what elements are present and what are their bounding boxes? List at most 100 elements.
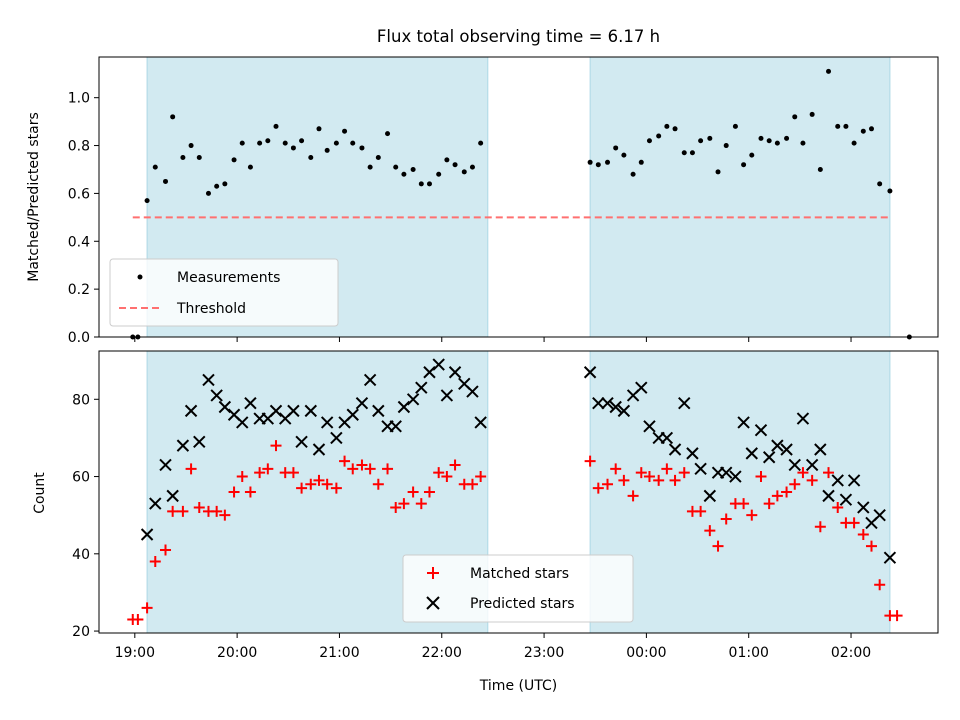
y-tick-label: 0.0 bbox=[68, 330, 90, 346]
measurement-point bbox=[299, 138, 305, 144]
matched-star-point bbox=[254, 467, 266, 479]
predicted-star-point bbox=[363, 373, 377, 387]
matched-star-point bbox=[160, 544, 172, 556]
matched-star-point bbox=[592, 482, 604, 494]
predicted-star-point bbox=[432, 358, 445, 371]
y-tick-label: 80 bbox=[72, 392, 90, 408]
measurement-point bbox=[681, 150, 687, 156]
predicted-star-point bbox=[592, 396, 605, 410]
matched-star-point bbox=[865, 540, 877, 552]
measurement-point bbox=[732, 123, 738, 129]
matched-star-point bbox=[313, 474, 325, 486]
x-tick-label: 00:00 bbox=[626, 645, 666, 661]
predicted-star-point bbox=[643, 420, 656, 433]
matched-star-point bbox=[738, 498, 750, 510]
y-axis-ticks-bottom: 20 40 60 80 bbox=[72, 392, 99, 640]
chart-title: Flux total observing time = 6.17 h bbox=[377, 27, 660, 46]
matched-star-point bbox=[678, 467, 690, 479]
matched-star-point bbox=[771, 490, 783, 502]
measurement-point bbox=[877, 181, 883, 187]
measurement-point bbox=[350, 140, 356, 146]
measurement-point bbox=[707, 135, 713, 141]
matched-star-point bbox=[797, 467, 809, 479]
matched-star-point bbox=[584, 455, 596, 467]
x-tick-label: 21:00 bbox=[319, 645, 359, 661]
measurement-point bbox=[205, 190, 211, 196]
predicted-star-point bbox=[609, 400, 622, 414]
predicted-star-point bbox=[857, 501, 870, 514]
measurement-point bbox=[461, 169, 467, 175]
matched-star-point bbox=[466, 478, 478, 490]
x-tick-label: 19:00 bbox=[115, 645, 155, 661]
predicted-star-point bbox=[244, 396, 257, 410]
predicted-star-point bbox=[617, 404, 631, 418]
matched-star-point bbox=[661, 463, 673, 475]
matched-star-point bbox=[627, 490, 639, 502]
matched-star-point bbox=[653, 474, 665, 486]
matched-star-point bbox=[398, 498, 410, 510]
matched-star-point bbox=[823, 467, 835, 479]
predicted-star-point bbox=[474, 416, 487, 429]
measurement-point bbox=[393, 164, 399, 170]
predicted-star-point bbox=[694, 462, 707, 476]
measurement-point bbox=[180, 155, 186, 161]
predicted-star-point bbox=[814, 443, 827, 456]
y-axis-label-top: Matched/Predicted stars bbox=[26, 112, 42, 282]
predicted-star-point bbox=[448, 366, 462, 379]
matched-star-point bbox=[449, 459, 461, 471]
legend-box-bottom bbox=[402, 554, 634, 623]
predicted-star-point bbox=[873, 508, 886, 522]
measurement-point bbox=[452, 162, 458, 168]
measurement-point bbox=[758, 135, 764, 141]
measurement-point bbox=[265, 138, 271, 144]
matched-star-point bbox=[356, 459, 368, 471]
x-tick-label: 20:00 bbox=[217, 645, 257, 661]
measurement-point bbox=[152, 164, 158, 170]
measurement-point bbox=[410, 166, 416, 172]
legend-top: Measurements Threshold bbox=[109, 258, 339, 327]
legend-marker-matched bbox=[427, 567, 439, 579]
predicted-star-point bbox=[703, 489, 717, 503]
star-count-markers bbox=[127, 358, 903, 625]
measurement-point bbox=[469, 164, 475, 170]
measurement-point bbox=[359, 145, 365, 151]
matched-star-point bbox=[755, 471, 767, 483]
matched-star-point bbox=[167, 505, 179, 517]
measurement-point bbox=[860, 128, 866, 134]
measurement-point bbox=[621, 152, 627, 158]
matched-star-point bbox=[149, 556, 161, 568]
predicted-star-point bbox=[831, 474, 844, 487]
measurement-point bbox=[792, 114, 798, 120]
measurement-point bbox=[222, 181, 228, 187]
measurement-point bbox=[290, 145, 296, 151]
predicted-star-point bbox=[754, 423, 768, 437]
legend-label-matched: Matched stars bbox=[470, 566, 569, 582]
x-tick-label: 22:00 bbox=[422, 645, 462, 661]
matched-star-point bbox=[814, 521, 826, 533]
measurement-point bbox=[587, 159, 593, 165]
legend-bottom: Matched stars Predicted stars bbox=[402, 554, 634, 623]
measurement-point bbox=[605, 159, 611, 165]
predicted-star-point bbox=[295, 435, 308, 448]
matched-star-point bbox=[244, 486, 256, 498]
observing-window bbox=[589, 350, 891, 634]
matched-star-point bbox=[228, 486, 240, 498]
plot-frame-top bbox=[98, 56, 939, 338]
y-tick-label: 20 bbox=[72, 624, 90, 640]
matched-star-point bbox=[832, 501, 844, 513]
legend-label-predicted: Predicted stars bbox=[470, 596, 575, 612]
measurement-point bbox=[247, 164, 253, 170]
predicted-star-point bbox=[660, 431, 674, 445]
measurement-point bbox=[868, 126, 874, 132]
measurement-point bbox=[613, 145, 619, 151]
measurement-point bbox=[375, 155, 381, 161]
matched-star-point bbox=[720, 513, 732, 525]
measurement-point bbox=[144, 198, 150, 204]
predicted-star-point bbox=[583, 366, 597, 379]
predicted-star-point bbox=[780, 443, 793, 456]
measurement-point bbox=[851, 140, 857, 146]
matched-star-point bbox=[891, 610, 903, 622]
matched-star-point bbox=[132, 613, 144, 625]
predicted-star-point bbox=[668, 443, 682, 456]
